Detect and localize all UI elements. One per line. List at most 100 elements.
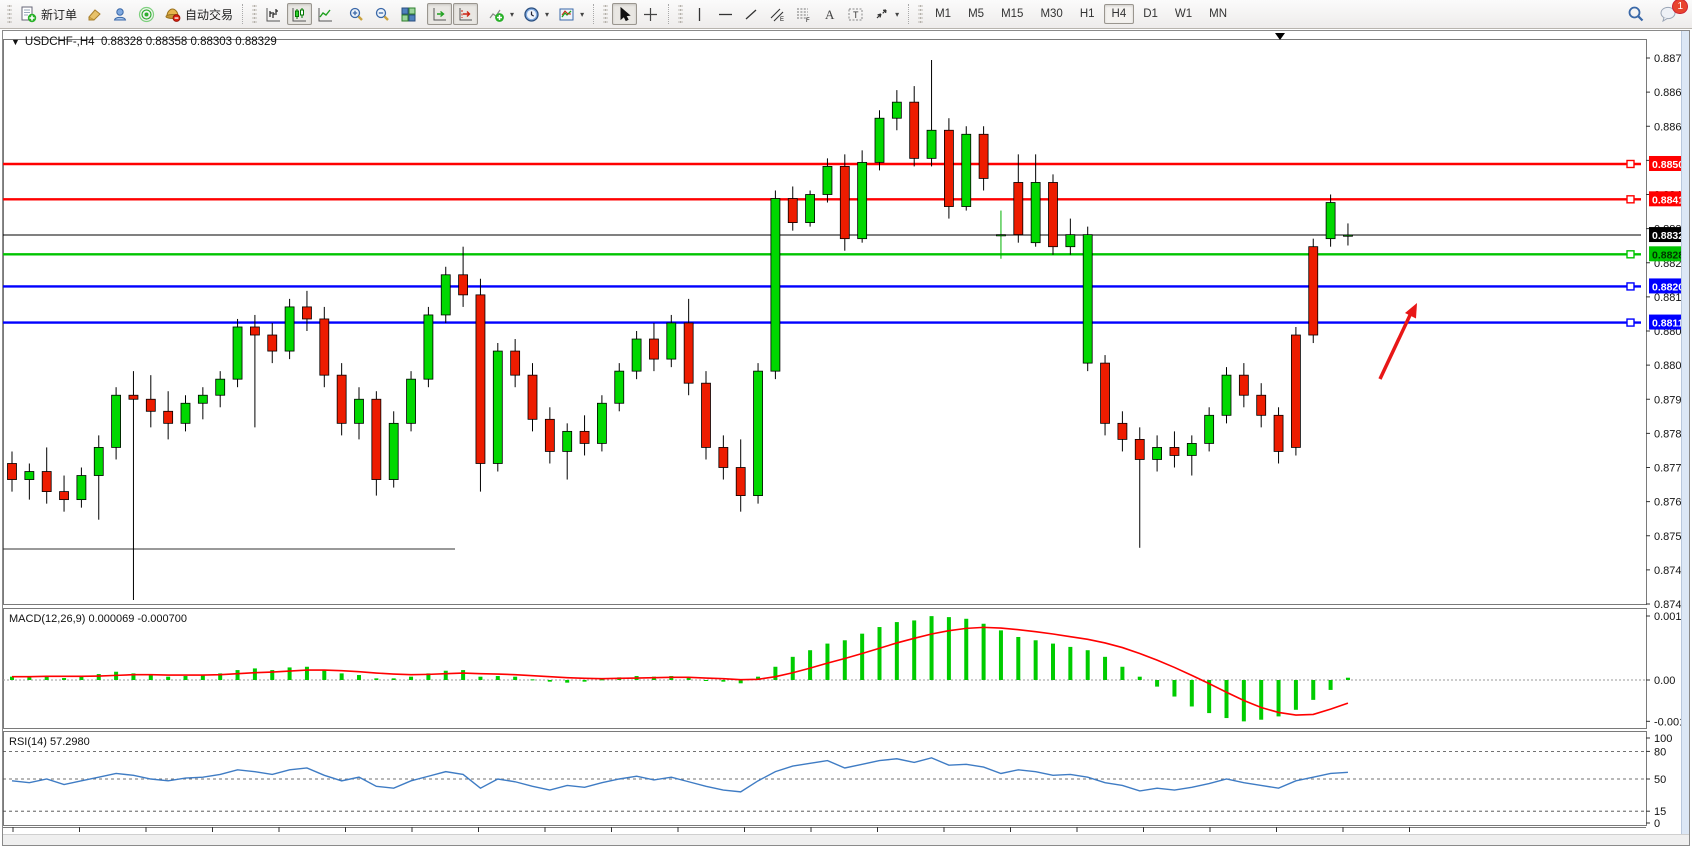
chart-objects-collapse-icon[interactable]: ▼: [11, 37, 20, 47]
candle-body-bear: [41, 471, 52, 492]
candle-chart-button[interactable]: [287, 3, 313, 25]
vertical-scrollbar[interactable]: [1681, 31, 1689, 845]
price-tick-label[interactable]: 0.87580: [1654, 531, 1689, 543]
toolbar-grip[interactable]: [918, 4, 924, 24]
candle-body-bull: [197, 394, 208, 404]
price-tick-label[interactable]: 0.88005: [1654, 360, 1689, 372]
autoscroll-icon: [431, 6, 448, 23]
tile-windows-button[interactable]: [396, 3, 421, 25]
macd-bar: [929, 616, 934, 680]
chart-window[interactable]: ▼ USDCHF-,H4 0.88328 0.88358 0.88303 0.88…: [2, 30, 1690, 846]
price-tick-label[interactable]: 0.88175: [1654, 292, 1689, 304]
eraser-button[interactable]: [82, 3, 107, 25]
price-tick-label[interactable]: 0.87750: [1654, 463, 1689, 475]
timeframe-button-h4[interactable]: H4: [1103, 4, 1135, 24]
line-handle[interactable]: [1626, 195, 1635, 204]
macd-bar: [912, 620, 917, 680]
autotrading-button[interactable]: 自动交易: [160, 3, 237, 25]
macd-bar: [322, 670, 327, 680]
channel-button[interactable]: E: [765, 3, 790, 25]
line-handle[interactable]: [1626, 318, 1635, 327]
price-level-badge-text: 0.88111: [1652, 318, 1689, 330]
svg-text:F: F: [806, 18, 810, 23]
candle-body-bull: [111, 394, 121, 448]
arrows-button[interactable]: ▾: [869, 3, 903, 25]
price-tick-label[interactable]: 0.88770: [1654, 53, 1689, 65]
macd-bar: [357, 675, 361, 680]
zoom-in-button[interactable]: [344, 3, 369, 25]
macd-bar: [582, 680, 587, 682]
templates-icon: [558, 6, 575, 23]
line-handle[interactable]: [1626, 159, 1635, 169]
price-level-badge-text: 0.88506: [1652, 159, 1689, 171]
profile-button[interactable]: [108, 3, 133, 25]
price-level-badge-text: 0.88329: [1652, 230, 1689, 242]
price-tick-label[interactable]: 0.87665: [1654, 497, 1689, 509]
price-level-badge: [1649, 278, 1689, 294]
chart-canvas[interactable]: 0.887700.886850.886000.885150.884300.883…: [3, 31, 1689, 845]
chevron-down-icon[interactable]: ▾: [545, 9, 550, 19]
search-button[interactable]: [1623, 3, 1649, 25]
autoscroll-button[interactable]: [427, 3, 453, 25]
toolbar-grip[interactable]: [603, 4, 609, 24]
price-tick-label[interactable]: 0.87920: [1654, 394, 1689, 406]
line-handle[interactable]: [1626, 282, 1635, 291]
candle-body-bull: [805, 194, 815, 224]
chart-shift-button[interactable]: [453, 3, 479, 25]
macd-bar: [1172, 680, 1177, 697]
line-chart-button[interactable]: [313, 3, 338, 25]
timeframe-button-m15[interactable]: M15: [1001, 8, 1024, 20]
candlestick-series: [7, 60, 1353, 600]
price-tick-label[interactable]: 0.87410: [1654, 599, 1689, 611]
chart-shift-marker-icon[interactable]: [1275, 33, 1285, 40]
timeframe-button-w1[interactable]: W1: [1174, 8, 1193, 20]
macd-bar: [565, 680, 570, 683]
timeframe-button-m1[interactable]: M1: [935, 8, 952, 20]
rsi-pane[interactable]: [3, 731, 1647, 826]
line-handle[interactable]: [1626, 250, 1635, 259]
new-order-button[interactable]: 新订单: [16, 3, 81, 25]
timeframe-button-h1[interactable]: H1: [1079, 8, 1095, 20]
toolbar-grip[interactable]: [7, 4, 12, 24]
templates-button[interactable]: ▾: [554, 3, 588, 25]
fibonacci-button[interactable]: F: [791, 3, 816, 25]
candle-body-bear: [909, 101, 920, 159]
text-button[interactable]: A: [817, 3, 842, 25]
zoom-out-button[interactable]: [370, 3, 395, 25]
candle-body-bull: [93, 447, 104, 476]
trendline-button[interactable]: [739, 3, 764, 25]
chevron-down-icon[interactable]: ▾: [510, 9, 515, 19]
crosshair-button[interactable]: [638, 3, 663, 25]
sonar-button[interactable]: [134, 3, 159, 25]
crosshair-icon: [642, 6, 659, 23]
label-button[interactable]: T: [843, 3, 868, 25]
timeframe-button-m30[interactable]: M30: [1040, 8, 1063, 20]
macd-bar: [1085, 650, 1090, 680]
chart-symbol-period: USDCHF-,H4: [24, 36, 95, 48]
price-tick-label[interactable]: 0.87835: [1654, 428, 1689, 440]
bar-chart-button[interactable]: [261, 3, 286, 25]
macd-bar: [981, 623, 986, 680]
macd-bar: [148, 675, 153, 680]
macd-pane[interactable]: [3, 608, 1647, 729]
timeframe-button-m5[interactable]: M5: [968, 8, 985, 20]
timeframe-button-d1[interactable]: D1: [1143, 8, 1158, 20]
trend-arrow-head: [1405, 303, 1417, 319]
price-tick-label[interactable]: 0.88600: [1654, 121, 1689, 133]
chevron-down-icon[interactable]: ▾: [580, 9, 585, 19]
notifications-button[interactable]: 1: [1655, 0, 1688, 25]
periods-button[interactable]: ▾: [519, 3, 553, 25]
candle-body-bear: [1169, 447, 1180, 456]
toolbar-grip[interactable]: [252, 4, 258, 24]
trend-arrow-annotation[interactable]: [1378, 312, 1413, 380]
cursor-button[interactable]: [612, 3, 638, 25]
indicators-button[interactable]: ▾: [484, 3, 518, 25]
price-tick-label[interactable]: 0.88685: [1654, 87, 1689, 99]
chevron-down-icon[interactable]: ▾: [895, 9, 900, 19]
timeframe-button-mn[interactable]: MN: [1209, 8, 1228, 20]
toolbar-grip[interactable]: [678, 4, 684, 24]
svg-text:T: T: [853, 10, 859, 20]
vline-button[interactable]: [687, 3, 712, 25]
hline-button[interactable]: [713, 3, 738, 25]
price-tick-label[interactable]: 0.87495: [1654, 565, 1689, 577]
